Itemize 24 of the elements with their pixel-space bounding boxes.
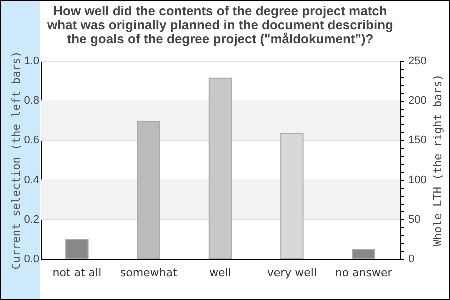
y-tick-label: 0.8 [24, 95, 40, 108]
bar [137, 121, 160, 260]
y2-tick-label: 250 [408, 56, 427, 68]
bar [208, 78, 232, 260]
x-tick-label: somewhat [120, 266, 178, 280]
y2-tick-label: 150 [408, 134, 427, 147]
y-tick-label: 0.2 [24, 214, 40, 226]
y-tick-label: 0.4 [24, 174, 40, 186]
bar [352, 248, 376, 260]
y2-axis-title: Whole LTH (the right bars) [432, 74, 444, 247]
y-tick-label: 0.0 [24, 254, 40, 266]
y2-tick-label: 100 [408, 174, 427, 186]
y2-tick-label: 0 [408, 254, 415, 266]
x-tick-label: well [210, 266, 232, 280]
chart-title: How well did the contents of the degree project match what was originally planned in the document describing the goals of the degree project ("måldokument")? [46, 4, 394, 47]
y-tick-label: 0.6 [24, 134, 40, 147]
y2-tick-label: 200 [408, 95, 427, 108]
bar [66, 239, 89, 260]
x-tick-label: not at all [52, 266, 102, 280]
y-tick-label: 1.0 [24, 56, 40, 68]
y2-tick-label: 50 [408, 214, 421, 226]
x-tick-label: no answer [335, 266, 393, 280]
y-axis-title: Current selection (the left bars) [10, 51, 24, 270]
x-tick-label: very well [267, 266, 317, 280]
